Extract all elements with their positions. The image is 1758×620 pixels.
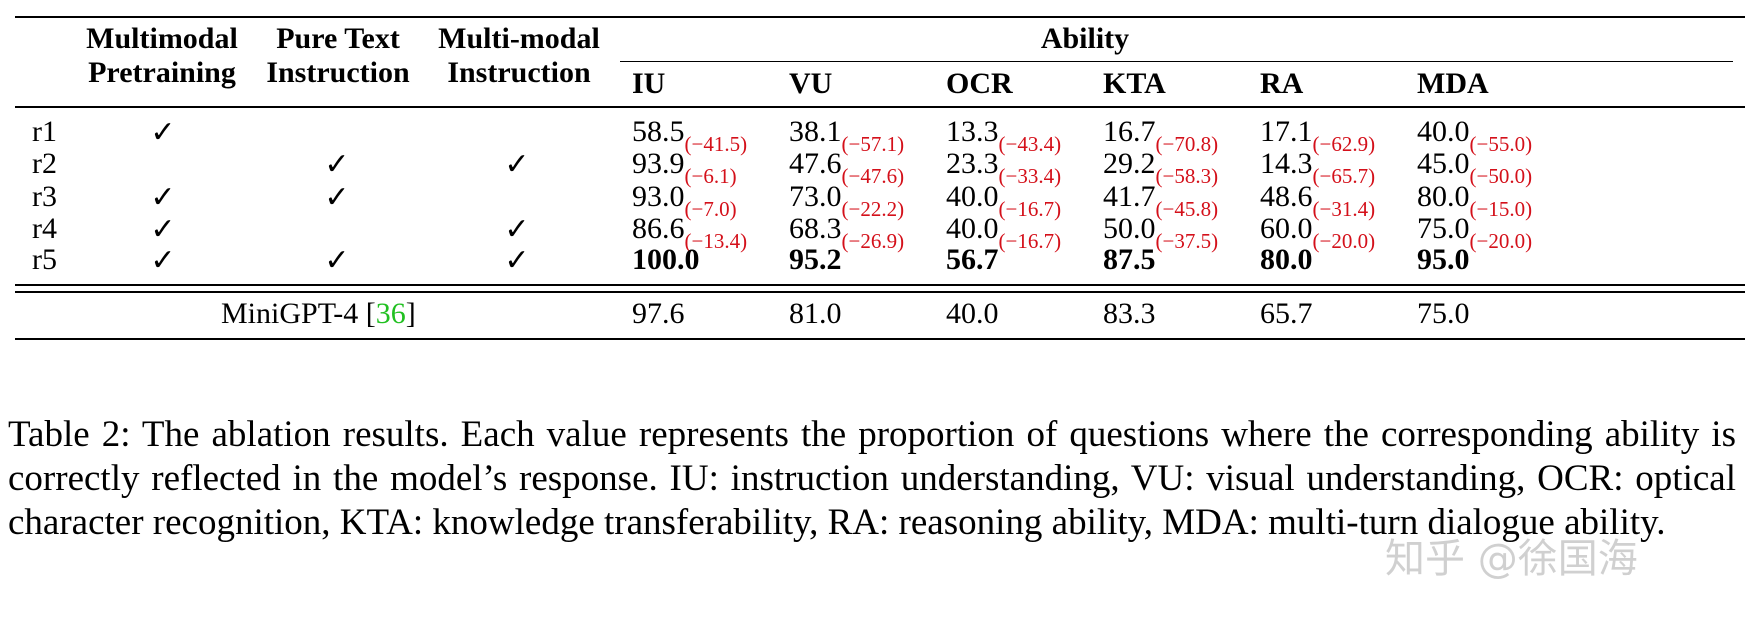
- baseline-model-name: MiniGPT-4 [36]: [221, 297, 416, 330]
- baseline-value: 83.3: [1103, 297, 1156, 330]
- check-mark: ✓: [504, 244, 530, 277]
- value-cell: 93.0(−7.0): [632, 180, 737, 221]
- value-cell: 17.1(−62.9): [1260, 115, 1376, 156]
- watermark: 知乎 @徐国海: [1385, 536, 1638, 582]
- col-header-multi-modal-instruction: Multi-modal Instruction: [438, 22, 600, 89]
- value-cell: 58.5(−41.5): [632, 115, 748, 156]
- value-cell: 73.0(−22.2): [789, 180, 905, 221]
- check-mark: ✓: [504, 148, 530, 181]
- col-header-multimodal-pretraining: Multimodal Pretraining: [86, 22, 238, 89]
- check-mark: ✓: [150, 213, 176, 246]
- value-cell: 47.6(−47.6): [789, 147, 905, 188]
- top-rule: [15, 16, 1745, 18]
- baseline-value: 97.6: [632, 297, 685, 330]
- table-caption: Table 2: The ablation results. Each valu…: [8, 414, 1736, 543]
- ability-underline: [620, 61, 1733, 62]
- value-cell: 93.9(−6.1): [632, 147, 737, 188]
- value-cell: 68.3(−26.9): [789, 212, 905, 253]
- value-cell-best: 95.2: [789, 243, 842, 276]
- check-mark: ✓: [324, 148, 350, 181]
- header-rule: [15, 106, 1745, 108]
- value-cell: 29.2(−58.3): [1103, 147, 1219, 188]
- row-label: r4: [32, 212, 57, 245]
- value-cell-best: 87.5: [1103, 243, 1156, 276]
- ability-col-vu: VU: [789, 67, 833, 100]
- check-mark: ✓: [150, 116, 176, 149]
- col-header-pure-text-instruction: Pure Text Instruction: [266, 22, 410, 89]
- check-mark: ✓: [504, 213, 530, 246]
- row-label: r3: [32, 180, 57, 213]
- baseline-value: 40.0: [946, 297, 999, 330]
- baseline-value: 81.0: [789, 297, 842, 330]
- ability-col-ra: RA: [1260, 67, 1304, 100]
- value-cell: 40.0(−55.0): [1417, 115, 1533, 156]
- ability-col-mda: MDA: [1417, 67, 1489, 100]
- value-cell-best: 80.0: [1260, 243, 1313, 276]
- value-cell: 86.6(−13.4): [632, 212, 748, 253]
- ability-header: Ability: [1040, 22, 1130, 55]
- value-cell: 60.0(−20.0): [1260, 212, 1376, 253]
- ability-col-ocr: OCR: [946, 67, 1013, 100]
- check-mark: ✓: [324, 244, 350, 277]
- double-rule-bottom: [15, 291, 1745, 293]
- value-cell: 40.0(−16.7): [946, 180, 1062, 221]
- value-cell-best: 100.0: [632, 243, 700, 276]
- check-mark: ✓: [150, 181, 176, 214]
- ability-col-iu: IU: [632, 67, 666, 100]
- row-label: r2: [32, 147, 57, 180]
- baseline-value: 65.7: [1260, 297, 1313, 330]
- value-cell: 13.3(−43.4): [946, 115, 1062, 156]
- double-rule-top: [15, 284, 1745, 286]
- value-cell: 23.3(−33.4): [946, 147, 1062, 188]
- value-cell: 16.7(−70.8): [1103, 115, 1219, 156]
- bottom-rule: [15, 338, 1745, 340]
- value-cell: 38.1(−57.1): [789, 115, 905, 156]
- row-label: r5: [32, 243, 57, 276]
- value-cell: 48.6(−31.4): [1260, 180, 1376, 221]
- row-label: r1: [32, 115, 57, 148]
- value-cell: 80.0(−15.0): [1417, 180, 1533, 221]
- value-cell: 45.0(−50.0): [1417, 147, 1533, 188]
- value-cell-best: 95.0: [1417, 243, 1470, 276]
- baseline-value: 75.0: [1417, 297, 1470, 330]
- value-cell: 41.7(−45.8): [1103, 180, 1219, 221]
- citation-link[interactable]: 36: [375, 297, 406, 330]
- check-mark: ✓: [150, 244, 176, 277]
- ability-col-kta: KTA: [1103, 67, 1166, 100]
- value-cell-best: 56.7: [946, 243, 999, 276]
- value-cell: 14.3(−65.7): [1260, 147, 1376, 188]
- value-cell: 40.0(−16.7): [946, 212, 1062, 253]
- value-cell: 75.0(−20.0): [1417, 212, 1533, 253]
- value-cell: 50.0(−37.5): [1103, 212, 1219, 253]
- check-mark: ✓: [324, 181, 350, 214]
